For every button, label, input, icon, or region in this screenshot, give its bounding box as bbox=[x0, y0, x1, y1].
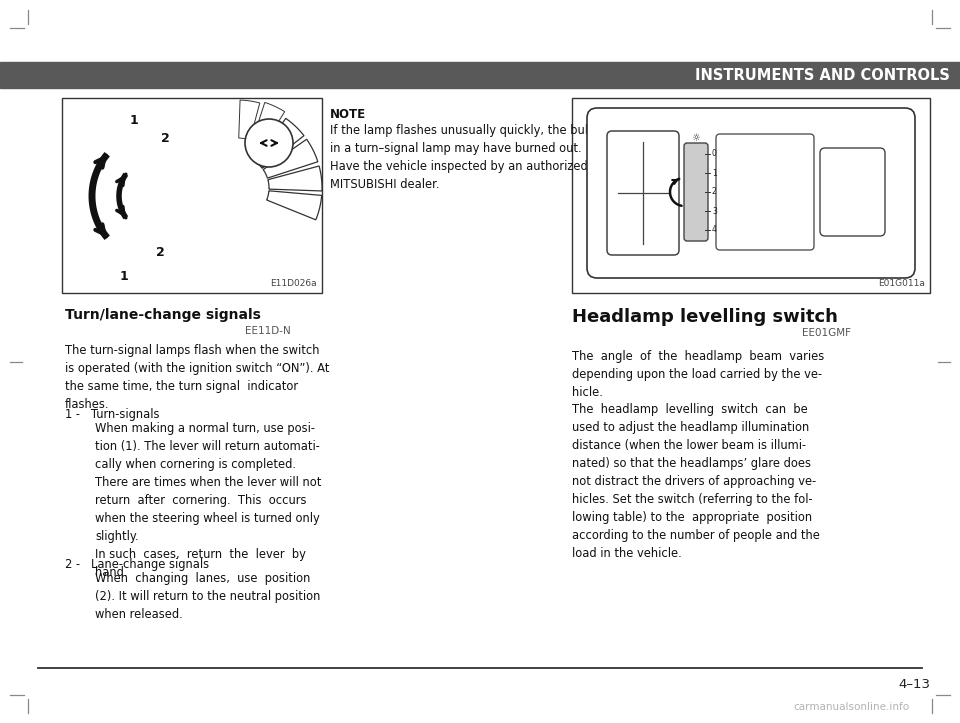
Text: 2: 2 bbox=[160, 132, 169, 145]
Text: carmanualsonline.info: carmanualsonline.info bbox=[794, 702, 910, 712]
Text: EE11D-N: EE11D-N bbox=[245, 326, 291, 336]
Polygon shape bbox=[263, 140, 318, 178]
Text: 4: 4 bbox=[712, 226, 717, 234]
Bar bbox=[572, 98, 930, 293]
Text: EE01GMF: EE01GMF bbox=[802, 328, 851, 338]
Bar bbox=[62, 98, 322, 293]
Text: 1: 1 bbox=[120, 270, 129, 283]
Text: 4–13: 4–13 bbox=[898, 678, 930, 691]
FancyBboxPatch shape bbox=[716, 134, 814, 250]
Text: ☼: ☼ bbox=[691, 133, 701, 143]
FancyBboxPatch shape bbox=[587, 108, 915, 278]
FancyBboxPatch shape bbox=[820, 148, 885, 236]
Text: 0: 0 bbox=[712, 150, 717, 158]
Text: INSTRUMENTS AND CONTROLS: INSTRUMENTS AND CONTROLS bbox=[695, 67, 950, 82]
FancyBboxPatch shape bbox=[684, 143, 708, 241]
Polygon shape bbox=[239, 100, 260, 140]
Text: 2: 2 bbox=[712, 187, 717, 197]
Polygon shape bbox=[252, 103, 285, 145]
Polygon shape bbox=[268, 166, 322, 191]
Text: 2 -   Lane-change signals: 2 - Lane-change signals bbox=[65, 558, 209, 571]
Text: The  headlamp  levelling  switch  can  be
used to adjust the headlamp illuminati: The headlamp levelling switch can be use… bbox=[572, 403, 820, 560]
Polygon shape bbox=[255, 119, 304, 168]
Text: Headlamp levelling switch: Headlamp levelling switch bbox=[572, 308, 838, 326]
Text: 2: 2 bbox=[156, 247, 164, 260]
Text: E11D026a: E11D026a bbox=[271, 279, 317, 288]
Text: The  angle  of  the  headlamp  beam  varies
depending upon the load carried by t: The angle of the headlamp beam varies de… bbox=[572, 350, 825, 399]
Bar bbox=[0, 62, 960, 88]
Text: 1: 1 bbox=[130, 114, 138, 127]
Text: 3: 3 bbox=[712, 207, 717, 215]
Text: The turn-signal lamps flash when the switch
is operated (with the ignition switc: The turn-signal lamps flash when the swi… bbox=[65, 344, 329, 411]
Text: If the lamp flashes unusually quickly, the bulb
in a turn–signal lamp may have b: If the lamp flashes unusually quickly, t… bbox=[330, 124, 595, 191]
Text: Turn/lane-change signals: Turn/lane-change signals bbox=[65, 308, 261, 322]
Text: 1 -   Turn-signals: 1 - Turn-signals bbox=[65, 408, 159, 421]
Circle shape bbox=[245, 119, 293, 167]
Text: E01G011a: E01G011a bbox=[878, 279, 925, 288]
Text: NOTE: NOTE bbox=[330, 108, 366, 121]
Text: When  changing  lanes,  use  position
(2). It will return to the neutral positio: When changing lanes, use position (2). I… bbox=[95, 572, 321, 621]
Text: 1: 1 bbox=[712, 168, 717, 178]
FancyBboxPatch shape bbox=[607, 131, 679, 255]
Polygon shape bbox=[267, 191, 322, 220]
Text: When making a normal turn, use posi-
tion (1). The lever will return automati-
c: When making a normal turn, use posi- tio… bbox=[95, 422, 322, 579]
